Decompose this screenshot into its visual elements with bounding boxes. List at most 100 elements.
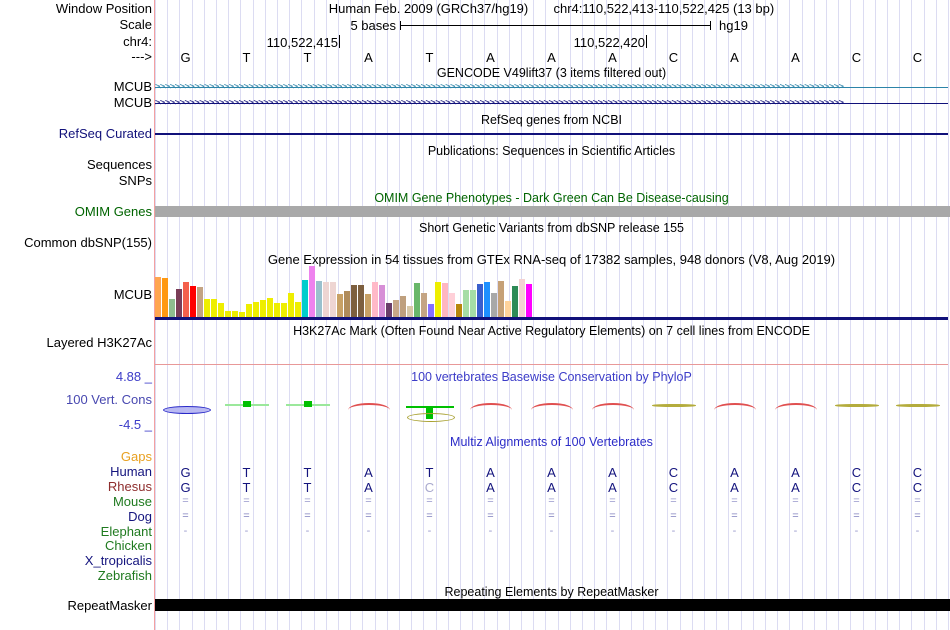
gtex-tissue-bar[interactable]	[365, 294, 371, 317]
h3k27ac-title: H3K27Ac Mark (Often Found Near Active Re…	[293, 324, 810, 338]
omim-label[interactable]: OMIM Genes	[74, 204, 152, 219]
gtex-tissue-bar[interactable]	[470, 290, 476, 317]
gtex-tissue-bar[interactable]	[421, 293, 427, 317]
gtex-tissue-bar[interactable]	[246, 304, 252, 317]
dbsnp-label[interactable]: Common dbSNP(155)	[24, 235, 152, 250]
refseq-gene-line[interactable]	[155, 133, 948, 135]
repeatmasker-bar[interactable]	[155, 599, 950, 611]
gtex-tissue-bar[interactable]	[407, 306, 413, 317]
gtex-tissue-bar[interactable]	[477, 284, 483, 317]
base-letter: C	[912, 50, 923, 65]
multiz-species-label[interactable]: Zebrafish	[97, 568, 152, 584]
gtex-tissue-bar[interactable]	[295, 302, 301, 317]
phylop-label[interactable]: 100 Vert. Cons	[66, 392, 152, 407]
gtex-tissue-bar[interactable]	[386, 303, 392, 317]
gtex-tissue-bar[interactable]	[428, 304, 434, 317]
gtex-tissue-bar[interactable]	[442, 283, 448, 317]
gtex-tissue-bar[interactable]	[505, 301, 511, 317]
multiz-species-label[interactable]: X_tropicalis	[84, 553, 152, 569]
gtex-tissue-bar[interactable]	[316, 281, 322, 317]
window-position-title: Human Feb. 2009 (GRCh37/hg19) chr4:110,5…	[155, 2, 948, 16]
gtex-tissue-bar[interactable]	[358, 285, 364, 317]
gtex-tissue-bar[interactable]	[309, 266, 315, 317]
alignment-cell: =	[792, 509, 799, 522]
gtex-tissue-bar[interactable]	[344, 291, 350, 317]
repeatmasker-label[interactable]: RepeatMasker	[67, 598, 152, 613]
gtex-tissue-bar[interactable]	[211, 299, 217, 317]
gtex-tissue-bar[interactable]	[449, 293, 455, 317]
multiz-species-label[interactable]: Chicken	[105, 538, 152, 554]
multiz-species-label[interactable]: Rhesus	[107, 478, 152, 494]
gtex-tissue-bar[interactable]	[218, 303, 224, 317]
gtex-tissue-bar[interactable]	[302, 280, 308, 317]
gtex-tissue-bar[interactable]	[498, 281, 504, 317]
omim-gene-bar[interactable]	[155, 206, 950, 217]
multiz-species-label[interactable]: Dog	[128, 508, 152, 524]
gtex-tissue-bar[interactable]	[372, 282, 378, 317]
multiz-species-label[interactable]: Mouse	[112, 493, 152, 509]
gtex-tissue-bar[interactable]	[330, 282, 336, 317]
gtex-tissue-bar[interactable]	[323, 282, 329, 317]
gtex-tissue-bar[interactable]	[204, 299, 210, 317]
gtex-gene-label[interactable]: MCUB	[113, 287, 152, 302]
gtex-tissue-bar[interactable]	[232, 311, 238, 317]
gtex-tissue-bar[interactable]	[491, 293, 497, 317]
gtex-tissue-bar[interactable]	[400, 296, 406, 317]
gridline	[350, 0, 352, 630]
gtex-tissue-bar[interactable]	[225, 311, 231, 317]
cons-mark-red	[713, 403, 756, 410]
gtex-tissue-bar[interactable]	[414, 283, 420, 317]
gridline	[765, 0, 766, 630]
gtex-tissue-bar[interactable]	[519, 279, 525, 317]
alignment-cell: C	[912, 479, 923, 495]
multiz-species-label[interactable]: Elephant	[100, 523, 152, 539]
h3k27ac-label[interactable]: Layered H3K27Ac	[46, 335, 152, 350]
gtex-tissue-bar[interactable]	[197, 287, 203, 317]
gtex-tissue-bar[interactable]	[512, 286, 518, 317]
gtex-tissue-bar[interactable]	[456, 304, 462, 317]
gtex-tissue-bar[interactable]	[155, 277, 161, 317]
coord-left-tick	[339, 35, 340, 48]
gtex-tissue-bar[interactable]	[526, 284, 532, 317]
alignment-cell: =	[182, 494, 189, 507]
alignment-cell: =	[304, 494, 311, 507]
gtex-tissue-bar[interactable]	[337, 294, 343, 317]
gridline	[545, 0, 547, 630]
multiz-species-label[interactable]: Gaps	[120, 449, 152, 464]
gtex-tissue-bar[interactable]	[435, 282, 441, 317]
gtex-tissue-bar[interactable]	[162, 278, 168, 317]
gridline	[801, 0, 803, 630]
gtex-tissue-bar[interactable]	[484, 282, 490, 317]
gtex-tissue-bar[interactable]	[190, 286, 196, 317]
base-letter: T	[303, 50, 312, 65]
gencode-item-label-1[interactable]: MCUB	[113, 79, 152, 94]
alignment-cell: =	[670, 509, 677, 522]
gencode-transcript-2[interactable]: >>>>>>>>>>>>>>>>>>>>>>>>>>>>>>>>>>>>>>>>…	[155, 98, 948, 109]
gtex-tissue-bar[interactable]	[253, 302, 259, 317]
gtex-tissue-bar[interactable]	[281, 303, 287, 317]
multiz-species-label[interactable]: Human	[110, 463, 152, 479]
gtex-tissue-bar[interactable]	[288, 293, 294, 317]
gtex-tissue-bar[interactable]	[351, 285, 357, 317]
gencode-item-label-2[interactable]: MCUB	[113, 95, 152, 110]
gtex-tissue-bar[interactable]	[169, 299, 175, 317]
gtex-tissue-bar[interactable]	[183, 282, 189, 317]
gtex-tissue-bar[interactable]	[239, 312, 245, 317]
gtex-tissue-bar[interactable]	[267, 298, 273, 317]
sequences-label[interactable]: Sequences	[86, 157, 152, 172]
multiz-title: Multiz Alignments of 100 Vertebrates	[450, 435, 653, 449]
base-letter: A	[608, 50, 617, 65]
gridline	[533, 0, 535, 630]
snps-label[interactable]: SNPs	[118, 173, 152, 188]
gtex-tissue-bar[interactable]	[176, 289, 182, 317]
gtex-tissue-bar[interactable]	[274, 303, 280, 317]
refseq-label[interactable]: RefSeq Curated	[58, 126, 152, 141]
alignment-cell: =	[365, 494, 372, 507]
gtex-tissue-bar[interactable]	[463, 290, 469, 317]
gtex-tissue-bar[interactable]	[379, 285, 385, 317]
gtex-tissue-bar[interactable]	[260, 300, 266, 317]
gencode-transcript-1[interactable]: >>>>>>>>>>>>>>>>>>>>>>>>>>>>>>>>>>>>>>>>…	[155, 82, 948, 93]
gtex-tissue-bar[interactable]	[393, 300, 399, 317]
base-letter: A	[547, 50, 556, 65]
